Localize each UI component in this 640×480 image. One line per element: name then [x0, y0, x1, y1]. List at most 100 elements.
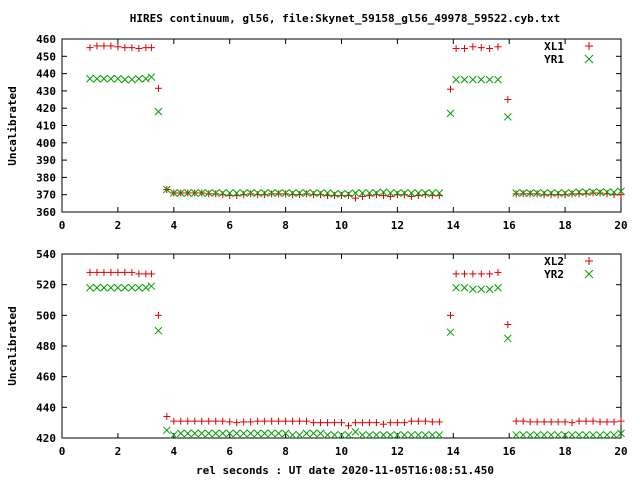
data-point	[162, 426, 171, 435]
data-point	[93, 42, 101, 50]
data-point	[107, 283, 115, 292]
legend-marker-YR1	[584, 54, 594, 64]
data-point	[135, 283, 143, 292]
data-point	[610, 431, 618, 439]
y-tick-label: 500	[36, 309, 56, 322]
data-point	[190, 189, 199, 197]
data-point	[254, 417, 262, 425]
data-point	[372, 431, 381, 439]
data-point	[446, 328, 455, 337]
data-point	[212, 190, 220, 198]
data-point	[561, 189, 569, 197]
data-point	[358, 431, 367, 439]
data-point	[435, 189, 444, 197]
data-point	[512, 190, 520, 198]
data-point	[218, 429, 227, 438]
data-point	[421, 189, 430, 197]
data-point	[582, 417, 590, 425]
y-tick-label: 420	[36, 432, 56, 445]
series-XL2	[86, 268, 625, 430]
data-point	[100, 74, 108, 83]
y-tick-label: 520	[36, 279, 56, 292]
data-point	[575, 190, 583, 198]
data-point	[393, 191, 401, 199]
data-point	[233, 419, 241, 427]
y-tick-label: 460	[36, 371, 56, 384]
data-point	[452, 45, 460, 53]
data-point	[100, 42, 108, 50]
data-point	[197, 189, 206, 197]
data-point	[211, 429, 220, 438]
data-point	[302, 429, 311, 438]
data-point	[288, 431, 297, 439]
x-tick-label: 16	[503, 219, 517, 232]
data-point	[204, 429, 213, 438]
data-point	[295, 189, 304, 197]
data-point	[107, 74, 115, 83]
data-point	[589, 188, 597, 196]
y-tick-label: 430	[36, 85, 56, 98]
data-point	[460, 270, 468, 278]
data-point	[477, 285, 486, 294]
plot-frame	[61, 38, 622, 213]
data-point	[121, 44, 129, 52]
data-point	[232, 189, 241, 197]
data-point	[503, 112, 512, 121]
data-point	[351, 194, 359, 202]
data-point	[372, 189, 381, 197]
data-point	[93, 268, 101, 276]
data-point	[128, 268, 136, 276]
data-point	[190, 429, 199, 438]
data-point	[260, 189, 269, 197]
data-point	[494, 283, 502, 292]
data-point	[596, 188, 604, 196]
legend-label-XL1: XL1	[544, 40, 564, 53]
data-point	[582, 188, 590, 196]
data-point	[460, 45, 468, 53]
data-point	[344, 192, 352, 200]
data-point	[114, 283, 122, 292]
data-point	[212, 417, 220, 425]
data-point	[303, 417, 311, 425]
data-point	[393, 419, 401, 427]
y-tick-label: 360	[36, 206, 56, 219]
data-point	[519, 189, 528, 197]
data-point	[253, 429, 262, 438]
data-point	[414, 431, 423, 439]
data-point	[246, 189, 255, 197]
data-point	[582, 431, 590, 439]
data-point	[575, 417, 583, 425]
data-point	[365, 419, 373, 427]
data-point	[114, 43, 122, 51]
data-point	[460, 75, 469, 84]
data-point	[386, 431, 395, 439]
data-point	[547, 431, 555, 439]
data-point	[477, 44, 485, 52]
data-point	[526, 189, 535, 197]
x-tick-label: 20	[614, 445, 627, 458]
data-point	[469, 270, 477, 278]
data-point	[379, 192, 387, 200]
data-point	[428, 431, 437, 439]
bottom-panel: 0 2 4 6 8 10 12 14 16 18 20 420 440 460 480 500 520 540 Un…	[6, 248, 628, 458]
data-point	[547, 189, 555, 197]
data-point	[344, 422, 352, 430]
x-tick-label: 16	[503, 445, 517, 458]
y-tick-label: 410	[36, 120, 56, 133]
data-point	[393, 189, 402, 197]
data-point	[107, 42, 115, 50]
data-point	[317, 191, 325, 199]
data-point	[121, 283, 129, 292]
y-axis-label: Uncalibrated	[6, 306, 19, 385]
x-tick-label: 8	[282, 445, 289, 458]
data-point	[205, 417, 213, 425]
data-point	[289, 191, 297, 199]
data-point	[268, 190, 276, 198]
data-point	[147, 270, 155, 278]
legend-marker-YR2	[584, 269, 594, 279]
data-point	[128, 283, 136, 292]
data-point	[421, 191, 429, 199]
x-axis-label: rel seconds : UT date 2020-11-05T16:08:5…	[196, 464, 494, 477]
data-point	[460, 283, 469, 292]
legend-label-YR1: YR1	[544, 53, 564, 66]
